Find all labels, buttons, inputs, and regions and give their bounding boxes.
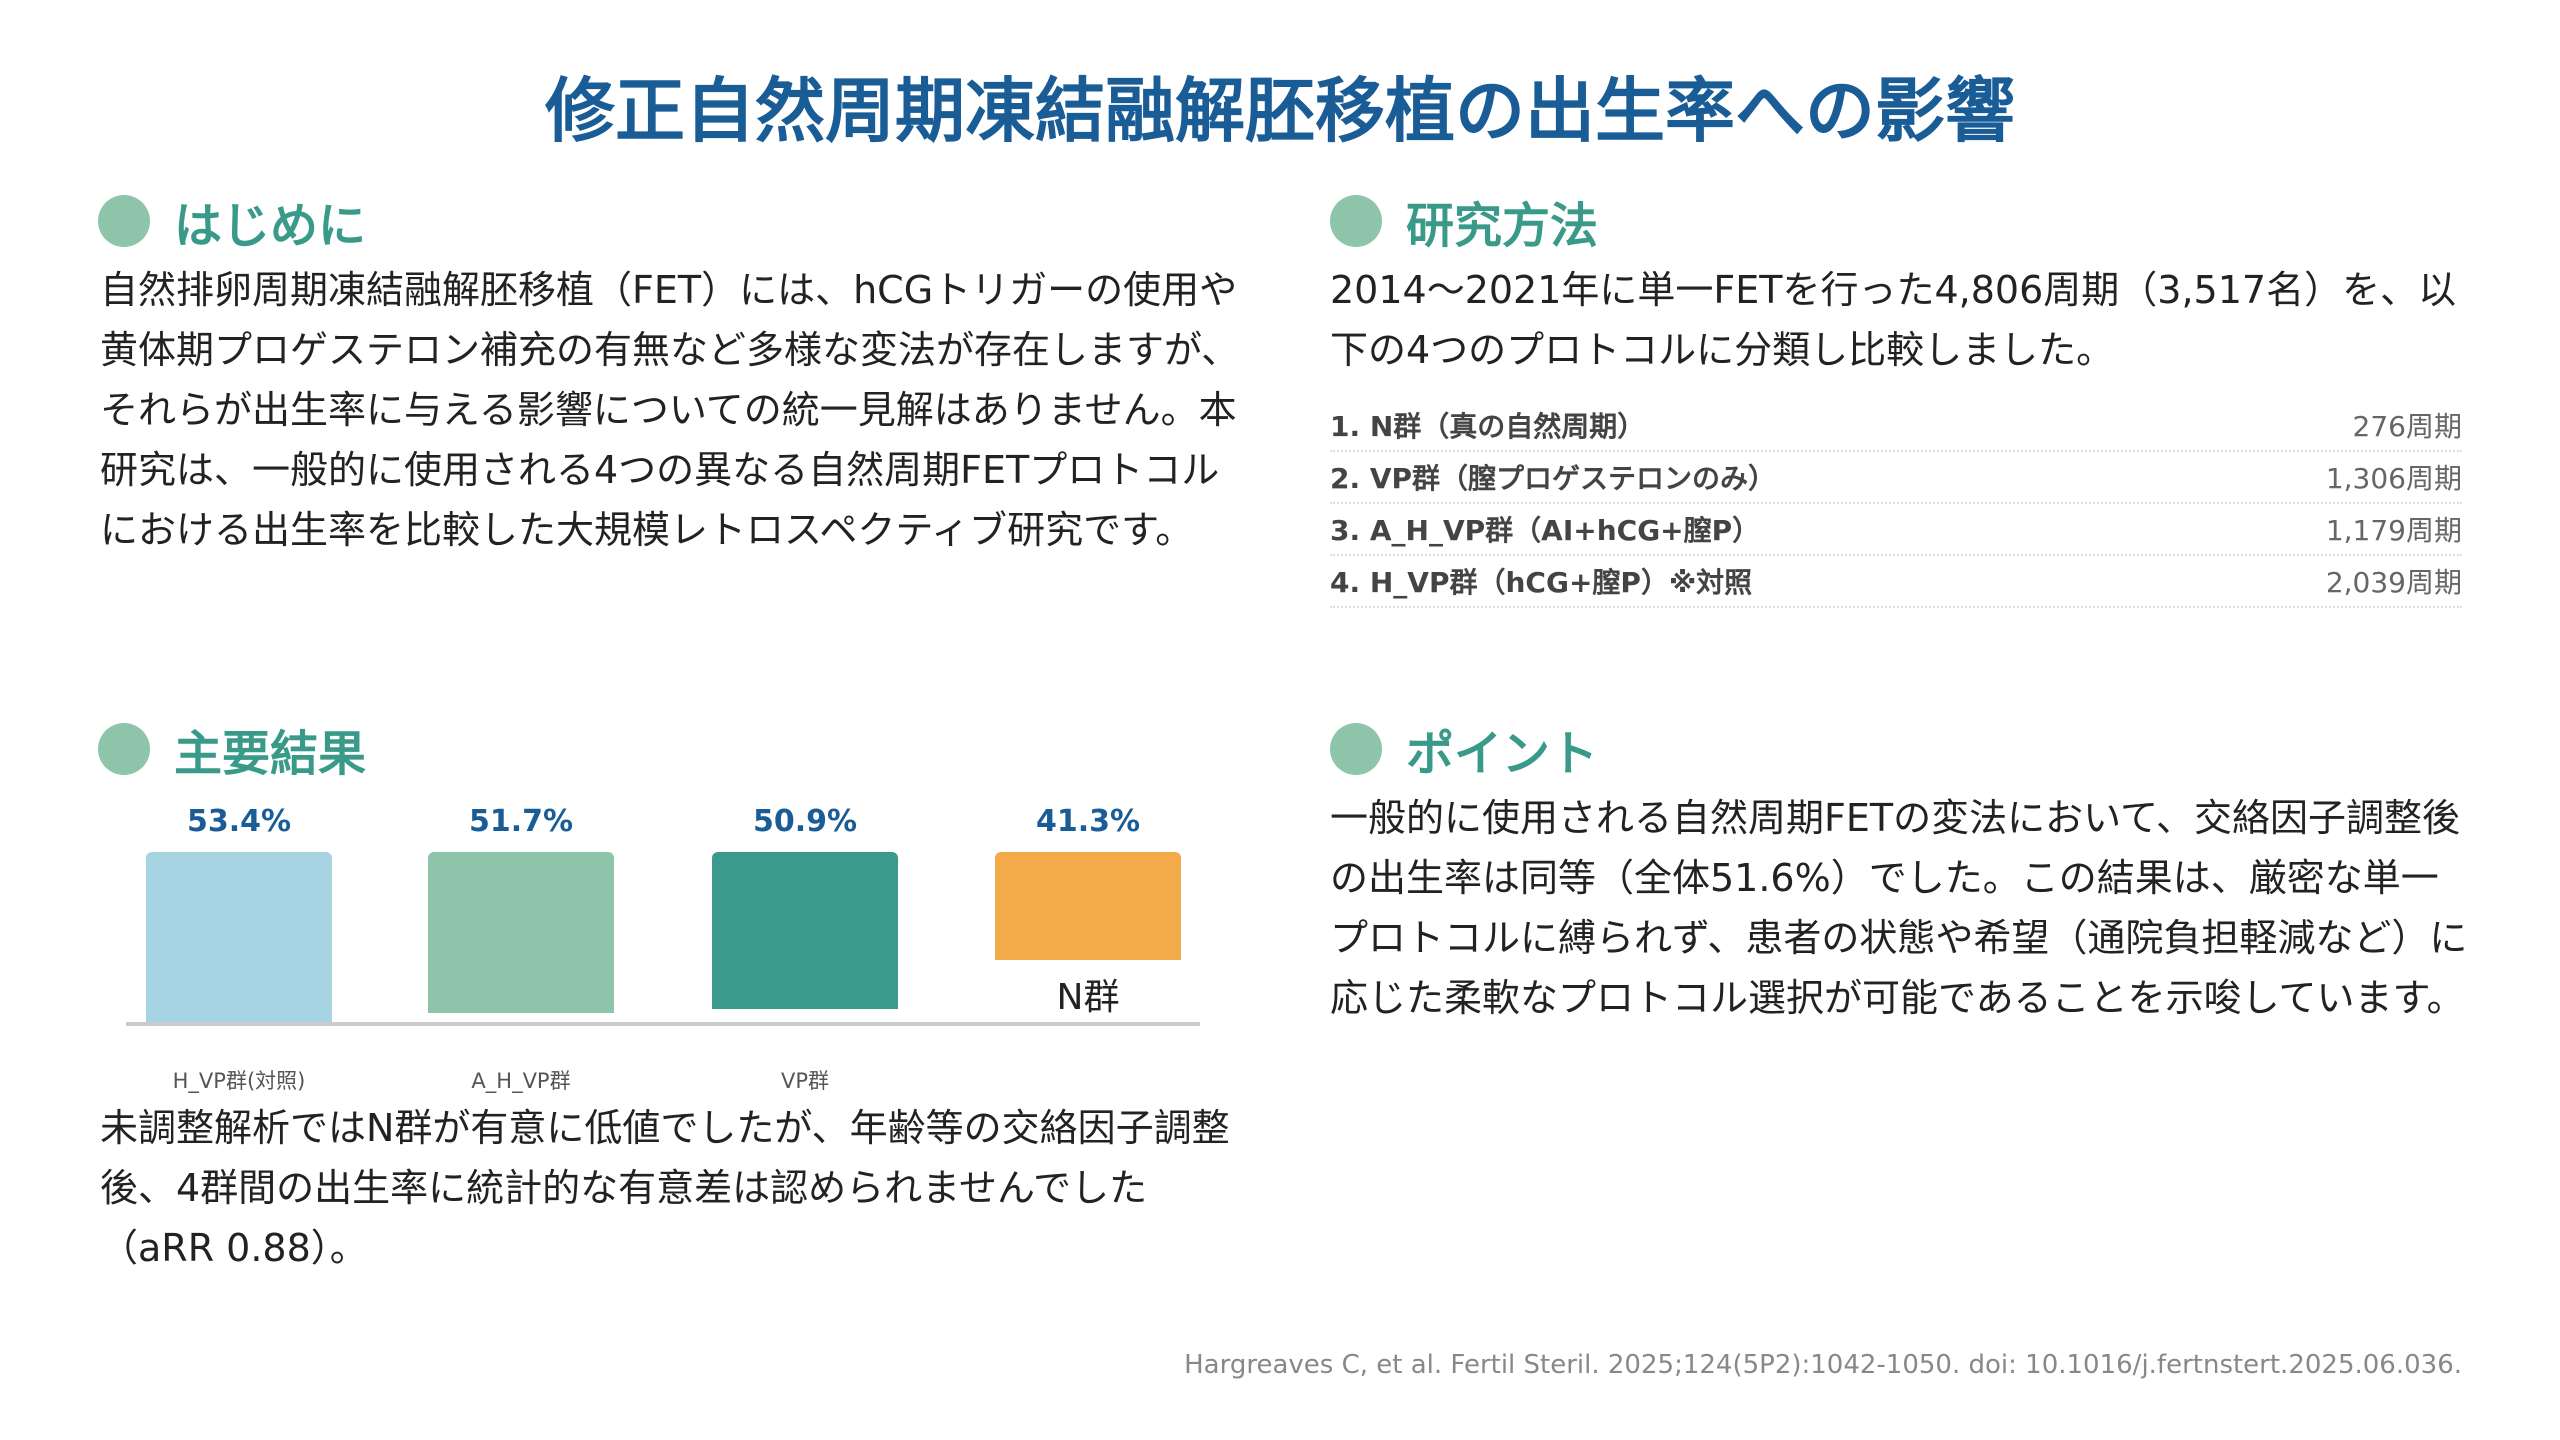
category-label: H_VP群(対照): [172, 1069, 306, 1093]
intro-heading-label: はじめに: [174, 198, 367, 254]
bar-value-label: 53.4%: [186, 804, 292, 839]
chart-baseline: [126, 1022, 1200, 1026]
citation: Hargreaves C, et al. Fertil Steril. 2025…: [1184, 1350, 2462, 1380]
methods-text: 2014〜2021年に単一FETを行った4,806周期（3,517名）を、以下の…: [1330, 268, 2457, 372]
bullet-dot-icon: [1330, 195, 1382, 247]
row-value: 2,039周期: [2325, 566, 2462, 599]
bar-1: [428, 852, 614, 1013]
row-label: 4. H_VP群（hCG+膣P）※対照: [1330, 566, 1753, 599]
table-row: 2. VP群（膣プロゲステロンのみ） 1,306周期: [1330, 452, 2462, 504]
protocol-table: 1. N群（真の自然周期） 276周期 2. VP群（膣プロゲステロンのみ） 1,3…: [1330, 400, 2462, 608]
points-heading-label: ポイント: [1406, 726, 1599, 782]
results-heading-label: 主要結果: [174, 726, 367, 782]
bar-3: [995, 852, 1181, 960]
row-value: 1,306周期: [2325, 462, 2462, 495]
bullet-dot-icon: [98, 195, 150, 247]
row-label: 1. N群（真の自然周期）: [1330, 410, 1646, 443]
page-title: 修正自然周期凍結融解胚移植の出生率への影響: [545, 70, 2015, 152]
bar-value-label: 51.7%: [468, 804, 574, 839]
row-value: 276周期: [2352, 410, 2462, 443]
intro-heading: はじめに: [98, 186, 366, 256]
row-label: 3. A_H_VP群（AI+hCG+膣P）: [1330, 514, 1761, 547]
bar-0: [146, 852, 332, 1022]
table-row: 4. H_VP群（hCG+膣P）※対照 2,039周期: [1330, 556, 2462, 608]
category-label: VP群: [780, 1069, 830, 1093]
methods-heading-label: 研究方法: [1406, 198, 1599, 254]
bar-value-label: 50.9%: [752, 804, 858, 839]
table-row: 3. A_H_VP群（AI+hCG+膣P） 1,179周期: [1330, 504, 2462, 556]
bullet-dot-icon: [98, 723, 150, 775]
results-heading: 主要結果: [98, 714, 366, 784]
methods-heading: 研究方法: [1330, 186, 1598, 256]
row-value: 1,179周期: [2325, 514, 2462, 547]
category-label: A_H_VP群: [471, 1069, 571, 1093]
bar-2: [712, 852, 898, 1009]
results-text: 未調整解析ではN群が有意に低値でしたが、年齢等の交絡因子調整後、4群間の出生率に…: [100, 1106, 1230, 1270]
birth-rate-bar-chart: 53.4% H_VP群(対照) 51.7% A_H_VP群 50.9% VP群 41.3% N…: [100, 800, 1240, 1110]
row-label: 2. VP群（膣プロゲステロンのみ）: [1330, 462, 1777, 495]
points-heading: ポイント: [1330, 714, 1598, 784]
bar-value-label: 41.3%: [1035, 804, 1141, 839]
table-row: 1. N群（真の自然周期） 276周期: [1330, 400, 2462, 452]
points-text: 一般的に使用される自然周期FETの変法において、交絡因子調整後の出生率は同等（全…: [1330, 796, 2468, 1020]
bullet-dot-icon: [1330, 723, 1382, 775]
intro-text: 自然排卵周期凍結融解胚移植（FET）には、hCGトリガーの使用や黄体期プロゲステ…: [100, 268, 1240, 552]
category-label: N群: [1056, 977, 1120, 1018]
